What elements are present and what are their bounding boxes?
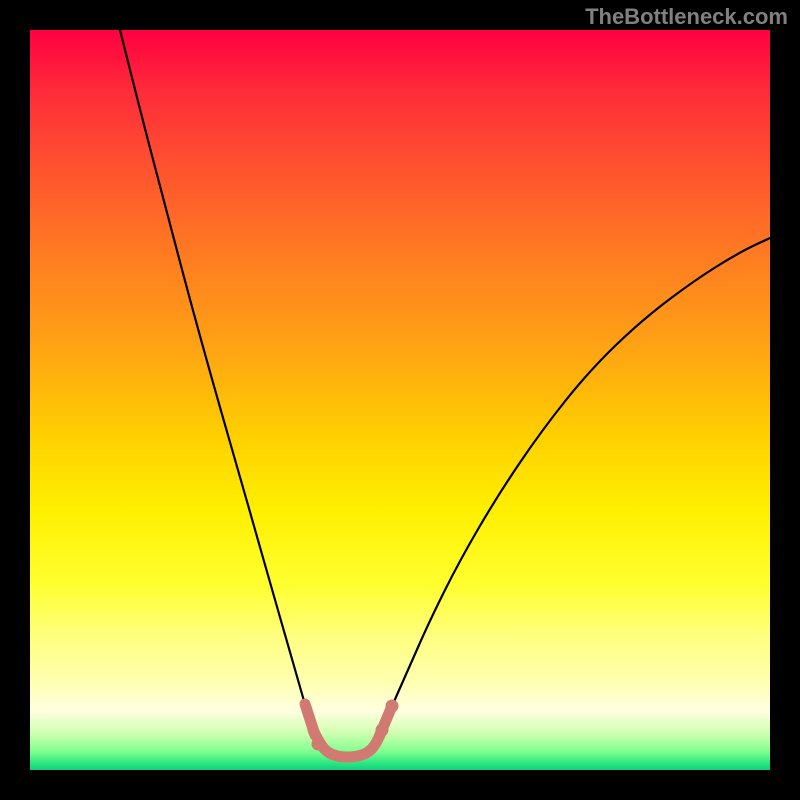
watermark-text: TheBottleneck.com [585,4,788,30]
chart-container: { "watermark": { "text": "TheBottleneck.… [0,0,800,800]
plot-background-gradient [30,30,770,770]
